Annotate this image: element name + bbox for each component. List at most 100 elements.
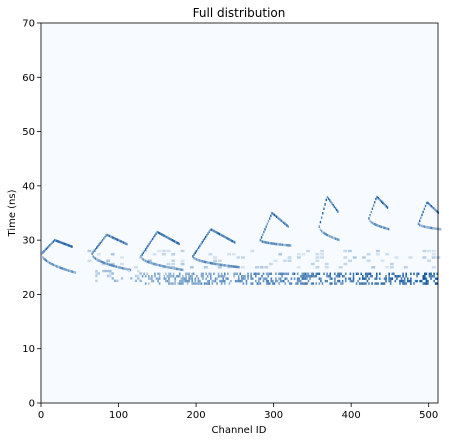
- heatmap-cell: [371, 221, 374, 225]
- heatmap-cell: [228, 264, 230, 268]
- x-tick-label: 500: [419, 410, 438, 421]
- heatmap-cell: [169, 282, 172, 285]
- heatmap-cell: [273, 213, 276, 217]
- heatmap-cell: [310, 275, 313, 278]
- heatmap-cell: [357, 279, 359, 283]
- heatmap-cell: [204, 260, 207, 264]
- heatmap-cell: [279, 243, 281, 246]
- heatmap-cell: [116, 265, 119, 269]
- y-tick-label: 30: [22, 236, 35, 247]
- heatmap-cell: [239, 279, 242, 283]
- heatmap-cell: [148, 242, 150, 246]
- heatmap-cell: [406, 279, 409, 283]
- heatmap-cell: [374, 277, 376, 280]
- heatmap-cell: [218, 263, 221, 266]
- heatmap-cell: [267, 241, 270, 245]
- heatmap-cell: [142, 258, 144, 261]
- heatmap-cell: [334, 279, 336, 283]
- heatmap-cell: [93, 256, 96, 259]
- heatmap-cell: [327, 275, 330, 278]
- heatmap-cell: [171, 262, 176, 266]
- heatmap-cell: [377, 224, 379, 227]
- heatmap-cell: [408, 279, 411, 283]
- heatmap-cell: [134, 266, 138, 269]
- heatmap-cell: [329, 272, 331, 276]
- heatmap-cell: [330, 282, 333, 285]
- heatmap-cell: [370, 210, 372, 214]
- heatmap-cell: [195, 258, 198, 261]
- heatmap-cell: [182, 279, 184, 283]
- heatmap-cell: [228, 282, 231, 285]
- heatmap-cell: [193, 253, 195, 256]
- heatmap-cell: [266, 222, 269, 226]
- heatmap-cell: [391, 272, 394, 276]
- heatmap-cell: [94, 257, 97, 260]
- heatmap-cell: [96, 253, 101, 256]
- heatmap-cell: [286, 272, 288, 276]
- heatmap-cell: [109, 274, 112, 278]
- heatmap-cell: [151, 277, 153, 280]
- heatmap-cell: [127, 269, 131, 273]
- heatmap-cell: [375, 223, 377, 226]
- heatmap-cell: [162, 233, 164, 237]
- heatmap-cell: [326, 195, 329, 199]
- heatmap-cell: [303, 282, 305, 285]
- heatmap-cell: [238, 266, 241, 269]
- heatmap-cell: [143, 249, 146, 253]
- x-tick-label: 100: [109, 410, 128, 421]
- heatmap-cell: [278, 253, 283, 256]
- heatmap-cell: [197, 279, 200, 283]
- heatmap-cell: [424, 225, 427, 229]
- heatmap-cell: [327, 234, 330, 237]
- heatmap-cell: [375, 272, 378, 276]
- heatmap-cell: [241, 279, 243, 283]
- heatmap-cell: [103, 237, 105, 240]
- heatmap-cell: [337, 272, 339, 276]
- heatmap-cell: [208, 282, 211, 285]
- heatmap-cell: [306, 249, 311, 253]
- heatmap-cell: [141, 275, 144, 278]
- heatmap-cell: [61, 241, 64, 245]
- heatmap-cell: [419, 279, 421, 283]
- heatmap-cell: [231, 239, 234, 243]
- heatmap-cell: [265, 277, 268, 280]
- heatmap-cell: [194, 251, 196, 255]
- heatmap-cell: [267, 282, 269, 285]
- heatmap-cell: [371, 282, 373, 285]
- heatmap-cell: [100, 260, 103, 263]
- heatmap-cell: [52, 240, 55, 243]
- heatmap-cell: [130, 277, 133, 280]
- heatmap-cell: [110, 262, 115, 266]
- heatmap-cell: [286, 277, 288, 280]
- heatmap-cell: [310, 282, 313, 285]
- heatmap-cell: [399, 275, 401, 278]
- heatmap-cell: [265, 282, 268, 285]
- heatmap-cell: [244, 275, 246, 278]
- heatmap-cells: [41, 195, 442, 285]
- heatmap-cell: [428, 275, 431, 278]
- heatmap-cell: [168, 277, 170, 280]
- heatmap-cell: [61, 267, 64, 270]
- heatmap-cell: [151, 262, 154, 265]
- heatmap-cell: [208, 230, 210, 233]
- heatmap-cell: [284, 222, 286, 225]
- heatmap-cell: [303, 275, 305, 278]
- heatmap-cell: [203, 266, 208, 269]
- heatmap-cell: [425, 201, 428, 205]
- heatmap-cell: [239, 272, 242, 276]
- heatmap-cell: [66, 268, 68, 272]
- heatmap-cell: [123, 267, 126, 270]
- heatmap-cell: [363, 282, 366, 285]
- heatmap-cell: [170, 238, 172, 241]
- heatmap-cell: [270, 214, 272, 218]
- heatmap-cell: [194, 277, 197, 280]
- heatmap-cell: [326, 233, 329, 237]
- heatmap-cell: [286, 243, 288, 247]
- heatmap-cell: [199, 244, 201, 248]
- heatmap-cell: [247, 275, 249, 278]
- heatmap-cell: [171, 275, 173, 278]
- heatmap-cell: [229, 238, 231, 242]
- heatmap-cell: [337, 279, 339, 283]
- heatmap-cell: [287, 279, 290, 283]
- heatmap-cell: [262, 277, 265, 280]
